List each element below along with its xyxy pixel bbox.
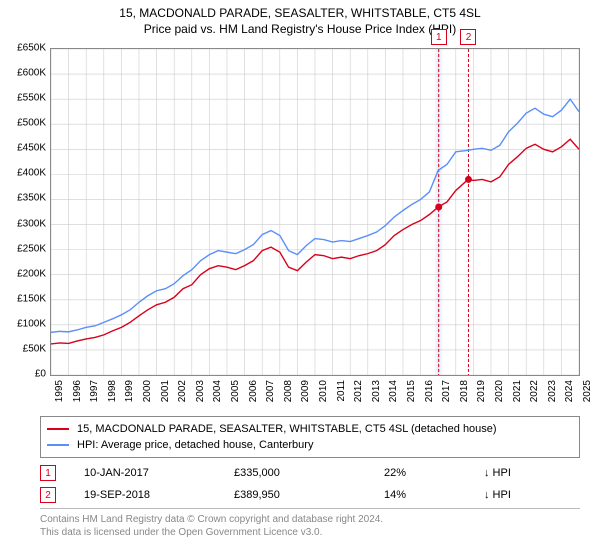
x-tick-label: 2003 — [195, 380, 206, 402]
legend-swatch — [47, 444, 69, 446]
x-tick-label: 2007 — [265, 380, 276, 402]
marker-price: £389,950 — [234, 489, 384, 501]
x-tick-label: 2023 — [547, 380, 558, 402]
plot-area: 12 — [50, 48, 580, 376]
y-tick-label: £600K — [17, 68, 46, 79]
y-tick-label: £650K — [17, 43, 46, 54]
x-tick-label: 2006 — [248, 380, 259, 402]
marker-dir: ↓ HPI — [484, 467, 574, 479]
title-sub: Price paid vs. HM Land Registry's House … — [0, 22, 600, 36]
legend-row: 15, MACDONALD PARADE, SEASALTER, WHITSTA… — [47, 421, 573, 437]
footer: Contains HM Land Registry data © Crown c… — [40, 508, 580, 539]
marker-table: 1 10-JAN-2017£335,00022%↓ HPI 2 19-SEP-2018… — [40, 462, 580, 506]
x-tick-label: 2015 — [406, 380, 417, 402]
marker-pct: 14% — [384, 489, 484, 501]
y-tick-label: £400K — [17, 168, 46, 179]
x-tick-label: 2024 — [564, 380, 575, 402]
y-tick-label: £500K — [17, 118, 46, 129]
x-tick-label: 2002 — [177, 380, 188, 402]
x-tick-label: 2012 — [353, 380, 364, 402]
legend: 15, MACDONALD PARADE, SEASALTER, WHITSTA… — [40, 416, 580, 458]
x-axis-labels: 1995 1996 1997 1998 1999 2000 2001 2002 2003 2004… — [50, 376, 580, 412]
y-tick-label: £250K — [17, 243, 46, 254]
x-tick-label: 2017 — [441, 380, 452, 402]
x-tick-label: 2016 — [424, 380, 435, 402]
legend-label: 15, MACDONALD PARADE, SEASALTER, WHITSTA… — [77, 423, 497, 435]
x-tick-label: 2022 — [529, 380, 540, 402]
x-tick-label: 1995 — [54, 380, 65, 402]
marker-date: 19-SEP-2018 — [84, 489, 234, 501]
x-tick-label: 2020 — [494, 380, 505, 402]
x-tick-label: 1997 — [89, 380, 100, 402]
title-main: 15, MACDONALD PARADE, SEASALTER, WHITSTA… — [0, 6, 600, 20]
chart-container: 15, MACDONALD PARADE, SEASALTER, WHITSTA… — [0, 0, 600, 560]
marker-dir: ↓ HPI — [484, 489, 574, 501]
x-tick-label: 2008 — [283, 380, 294, 402]
y-tick-label: £300K — [17, 218, 46, 229]
x-tick-label: 2013 — [371, 380, 382, 402]
titles: 15, MACDONALD PARADE, SEASALTER, WHITSTA… — [0, 0, 600, 36]
y-tick-label: £100K — [17, 318, 46, 329]
event-marker-label: 2 — [460, 29, 476, 45]
x-tick-label: 2001 — [160, 380, 171, 402]
y-tick-label: £450K — [17, 143, 46, 154]
footer-line: This data is licensed under the Open Gov… — [40, 526, 580, 539]
x-tick-label: 2018 — [459, 380, 470, 402]
footer-line: Contains HM Land Registry data © Crown c… — [40, 513, 580, 526]
x-tick-label: 2009 — [300, 380, 311, 402]
marker-number-box: 2 — [40, 487, 56, 503]
y-tick-label: £50K — [23, 343, 46, 354]
marker-number-box: 1 — [40, 465, 56, 481]
x-tick-label: 2011 — [336, 380, 347, 402]
x-tick-label: 2014 — [388, 380, 399, 402]
y-tick-label: £350K — [17, 193, 46, 204]
x-tick-label: 2010 — [318, 380, 329, 402]
x-tick-label: 2005 — [230, 380, 241, 402]
y-tick-label: £550K — [17, 93, 46, 104]
x-tick-label: 1998 — [107, 380, 118, 402]
x-tick-label: 1996 — [72, 380, 83, 402]
marker-price: £335,000 — [234, 467, 384, 479]
x-tick-label: 2021 — [512, 380, 523, 402]
x-tick-label: 2019 — [476, 380, 487, 402]
marker-date: 10-JAN-2017 — [84, 467, 234, 479]
y-tick-label: £200K — [17, 268, 46, 279]
event-marker-label: 1 — [431, 29, 447, 45]
marker-row: 2 19-SEP-2018£389,95014%↓ HPI — [40, 484, 580, 506]
marker-pct: 22% — [384, 467, 484, 479]
y-tick-label: £150K — [17, 293, 46, 304]
marker-row: 1 10-JAN-2017£335,00022%↓ HPI — [40, 462, 580, 484]
legend-row: HPI: Average price, detached house, Cant… — [47, 437, 573, 453]
x-tick-label: 2025 — [582, 380, 593, 402]
x-tick-label: 2004 — [212, 380, 223, 402]
legend-label: HPI: Average price, detached house, Cant… — [77, 439, 313, 451]
y-axis-labels: £0£50K£100K£150K£200K£250K£300K£350K£400… — [0, 48, 46, 376]
y-tick-label: £0 — [35, 369, 46, 380]
legend-swatch — [47, 428, 69, 430]
x-tick-label: 1999 — [124, 380, 135, 402]
x-tick-label: 2000 — [142, 380, 153, 402]
